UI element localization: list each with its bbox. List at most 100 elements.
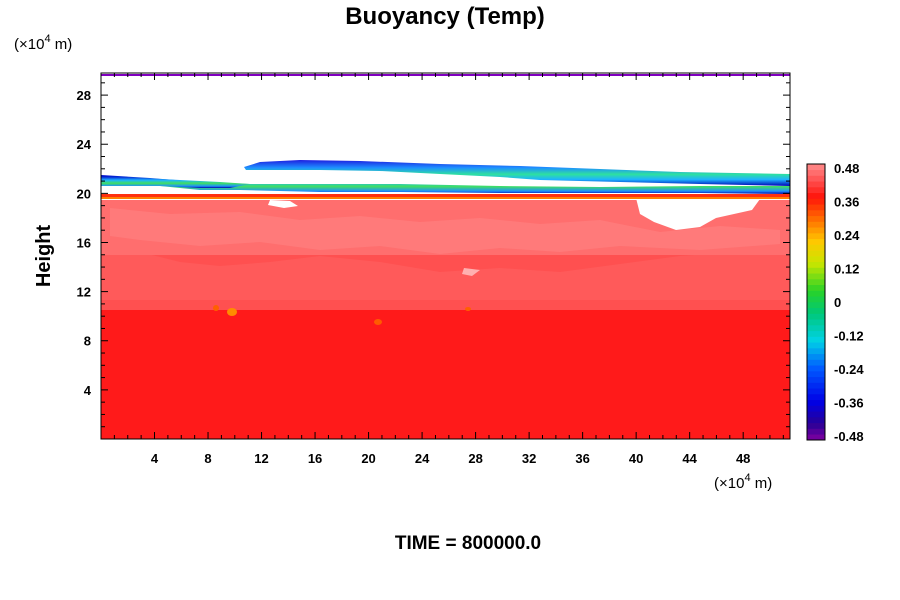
y-unit-label: (×104 m) xyxy=(14,33,72,53)
colorbar-segment xyxy=(807,422,825,429)
colorbar-segment xyxy=(807,187,825,194)
colorbar-segment xyxy=(807,273,825,280)
colorbar-segment xyxy=(807,181,825,188)
chart-title: Buoyancy (Temp) xyxy=(345,3,545,30)
colorbar-segment xyxy=(807,256,825,263)
colorbar-segment xyxy=(807,411,825,418)
region-upper-warm-inner xyxy=(110,208,780,254)
warm-spot-2 xyxy=(213,305,219,311)
heatmap-field xyxy=(101,74,790,439)
region-mid-warm-edge xyxy=(101,245,790,300)
colorbar-segment xyxy=(807,428,825,435)
plot-frame xyxy=(100,72,791,440)
y-tick-label: 8 xyxy=(84,334,91,349)
colorbar-segment xyxy=(807,342,825,349)
colorbar-segment xyxy=(807,250,825,257)
colorbar-segment xyxy=(807,244,825,251)
colorbar-tick-label: 0.12 xyxy=(834,262,859,277)
x-tick-label: 12 xyxy=(254,451,268,466)
colorbar-segment xyxy=(807,210,825,217)
white-spot-mid xyxy=(462,268,480,276)
colorbar-segment xyxy=(807,382,825,389)
white-gap-left xyxy=(268,200,298,208)
colorbar-segment xyxy=(807,405,825,412)
colorbar-segment xyxy=(807,330,825,337)
colorbar-segment xyxy=(807,198,825,205)
colorbar-segment xyxy=(807,175,825,182)
colorbar-frame xyxy=(806,163,826,441)
y-tick-label: 12 xyxy=(77,285,91,300)
colorbar-segment xyxy=(807,261,825,268)
colorbar-segment xyxy=(807,233,825,240)
y-axis-label: Height xyxy=(33,225,55,288)
colorbar-tick-label: 0.24 xyxy=(834,228,860,243)
white-gap-right xyxy=(636,197,760,230)
colorbar-segment xyxy=(807,290,825,297)
warm-cap-line xyxy=(101,194,790,198)
colorbar-segment xyxy=(807,279,825,286)
x-tick-label: 32 xyxy=(522,451,536,466)
x-tick-label: 16 xyxy=(308,451,322,466)
colorbar-segment xyxy=(807,204,825,211)
colorbar-segment xyxy=(807,221,825,228)
x-unit-label: (×104 m) xyxy=(714,472,772,492)
colorbar-segment xyxy=(807,388,825,395)
colorbar-segment xyxy=(807,302,825,309)
cold-band-lower-tail xyxy=(101,176,250,188)
colorbar-segment xyxy=(807,238,825,245)
warm-spot-3 xyxy=(374,319,382,325)
colorbar-tick-label: 0.36 xyxy=(834,195,859,210)
x-tick-label: 44 xyxy=(682,451,697,466)
x-tick-label: 4 xyxy=(151,451,159,466)
colorbar-segment xyxy=(807,399,825,406)
colorbar-tick-label: 0.48 xyxy=(834,161,859,176)
colorbar-segment xyxy=(807,164,825,171)
colorbar-segment xyxy=(807,267,825,274)
colorbar-segment xyxy=(807,215,825,222)
colorbar-segment xyxy=(807,353,825,360)
colorbar-ticks: 0.48 0.36 0.24 0.12 0 -0.12 -0.24 -0.36 -0.48 xyxy=(834,161,864,444)
colorbar-tick-label: -0.48 xyxy=(834,429,864,444)
colorbar-tick-label: -0.24 xyxy=(834,362,864,377)
colorbar-segment xyxy=(807,348,825,355)
x-tick-label: 8 xyxy=(204,451,211,466)
y-tick-label: 28 xyxy=(77,88,91,103)
colorbar-segment xyxy=(807,376,825,383)
colorbar-segment xyxy=(807,371,825,378)
y-tick-label: 16 xyxy=(77,235,91,250)
warm-spot-4 xyxy=(465,307,471,311)
x-tick-label: 20 xyxy=(361,451,375,466)
colorbar-segment xyxy=(807,296,825,303)
colorbar-tick-label: -0.36 xyxy=(834,396,864,411)
y-tick-label: 4 xyxy=(84,383,92,398)
colorbar xyxy=(806,163,826,441)
x-tick-label: 48 xyxy=(736,451,750,466)
x-tick-label: 28 xyxy=(468,451,482,466)
colorbar-segment xyxy=(807,227,825,234)
colorbar-segment xyxy=(807,313,825,320)
region-lower-warm xyxy=(101,310,790,439)
y-tick-label: 24 xyxy=(77,137,92,152)
colorbar-segment xyxy=(807,307,825,314)
colorbar-segment xyxy=(807,319,825,326)
colorbar-segment xyxy=(807,365,825,372)
colorbar-segment xyxy=(807,192,825,199)
colorbar-segment xyxy=(807,417,825,424)
cold-band-lower xyxy=(101,175,790,194)
warm-spot-1 xyxy=(227,308,237,316)
colorbar-tick-label: -0.12 xyxy=(834,329,864,344)
colorbar-segment xyxy=(807,394,825,401)
warm-cap-line-2 xyxy=(101,197,790,199)
time-label: TIME = 800000.0 xyxy=(395,533,541,554)
y-tick-label: 20 xyxy=(77,186,91,201)
cold-band-upper xyxy=(244,160,790,186)
colorbar-segment xyxy=(807,169,825,176)
colorbar-segment xyxy=(807,359,825,366)
x-tick-label: 40 xyxy=(629,451,643,466)
x-ticks: 4 8 12 16 20 24 28 32 36 40 44 48 xyxy=(113,73,784,466)
x-tick-label: 24 xyxy=(415,451,430,466)
x-tick-label: 36 xyxy=(575,451,589,466)
colorbar-tick-label: 0 xyxy=(834,295,841,310)
colorbar-segment xyxy=(807,336,825,343)
colorbar-segment xyxy=(807,325,825,332)
